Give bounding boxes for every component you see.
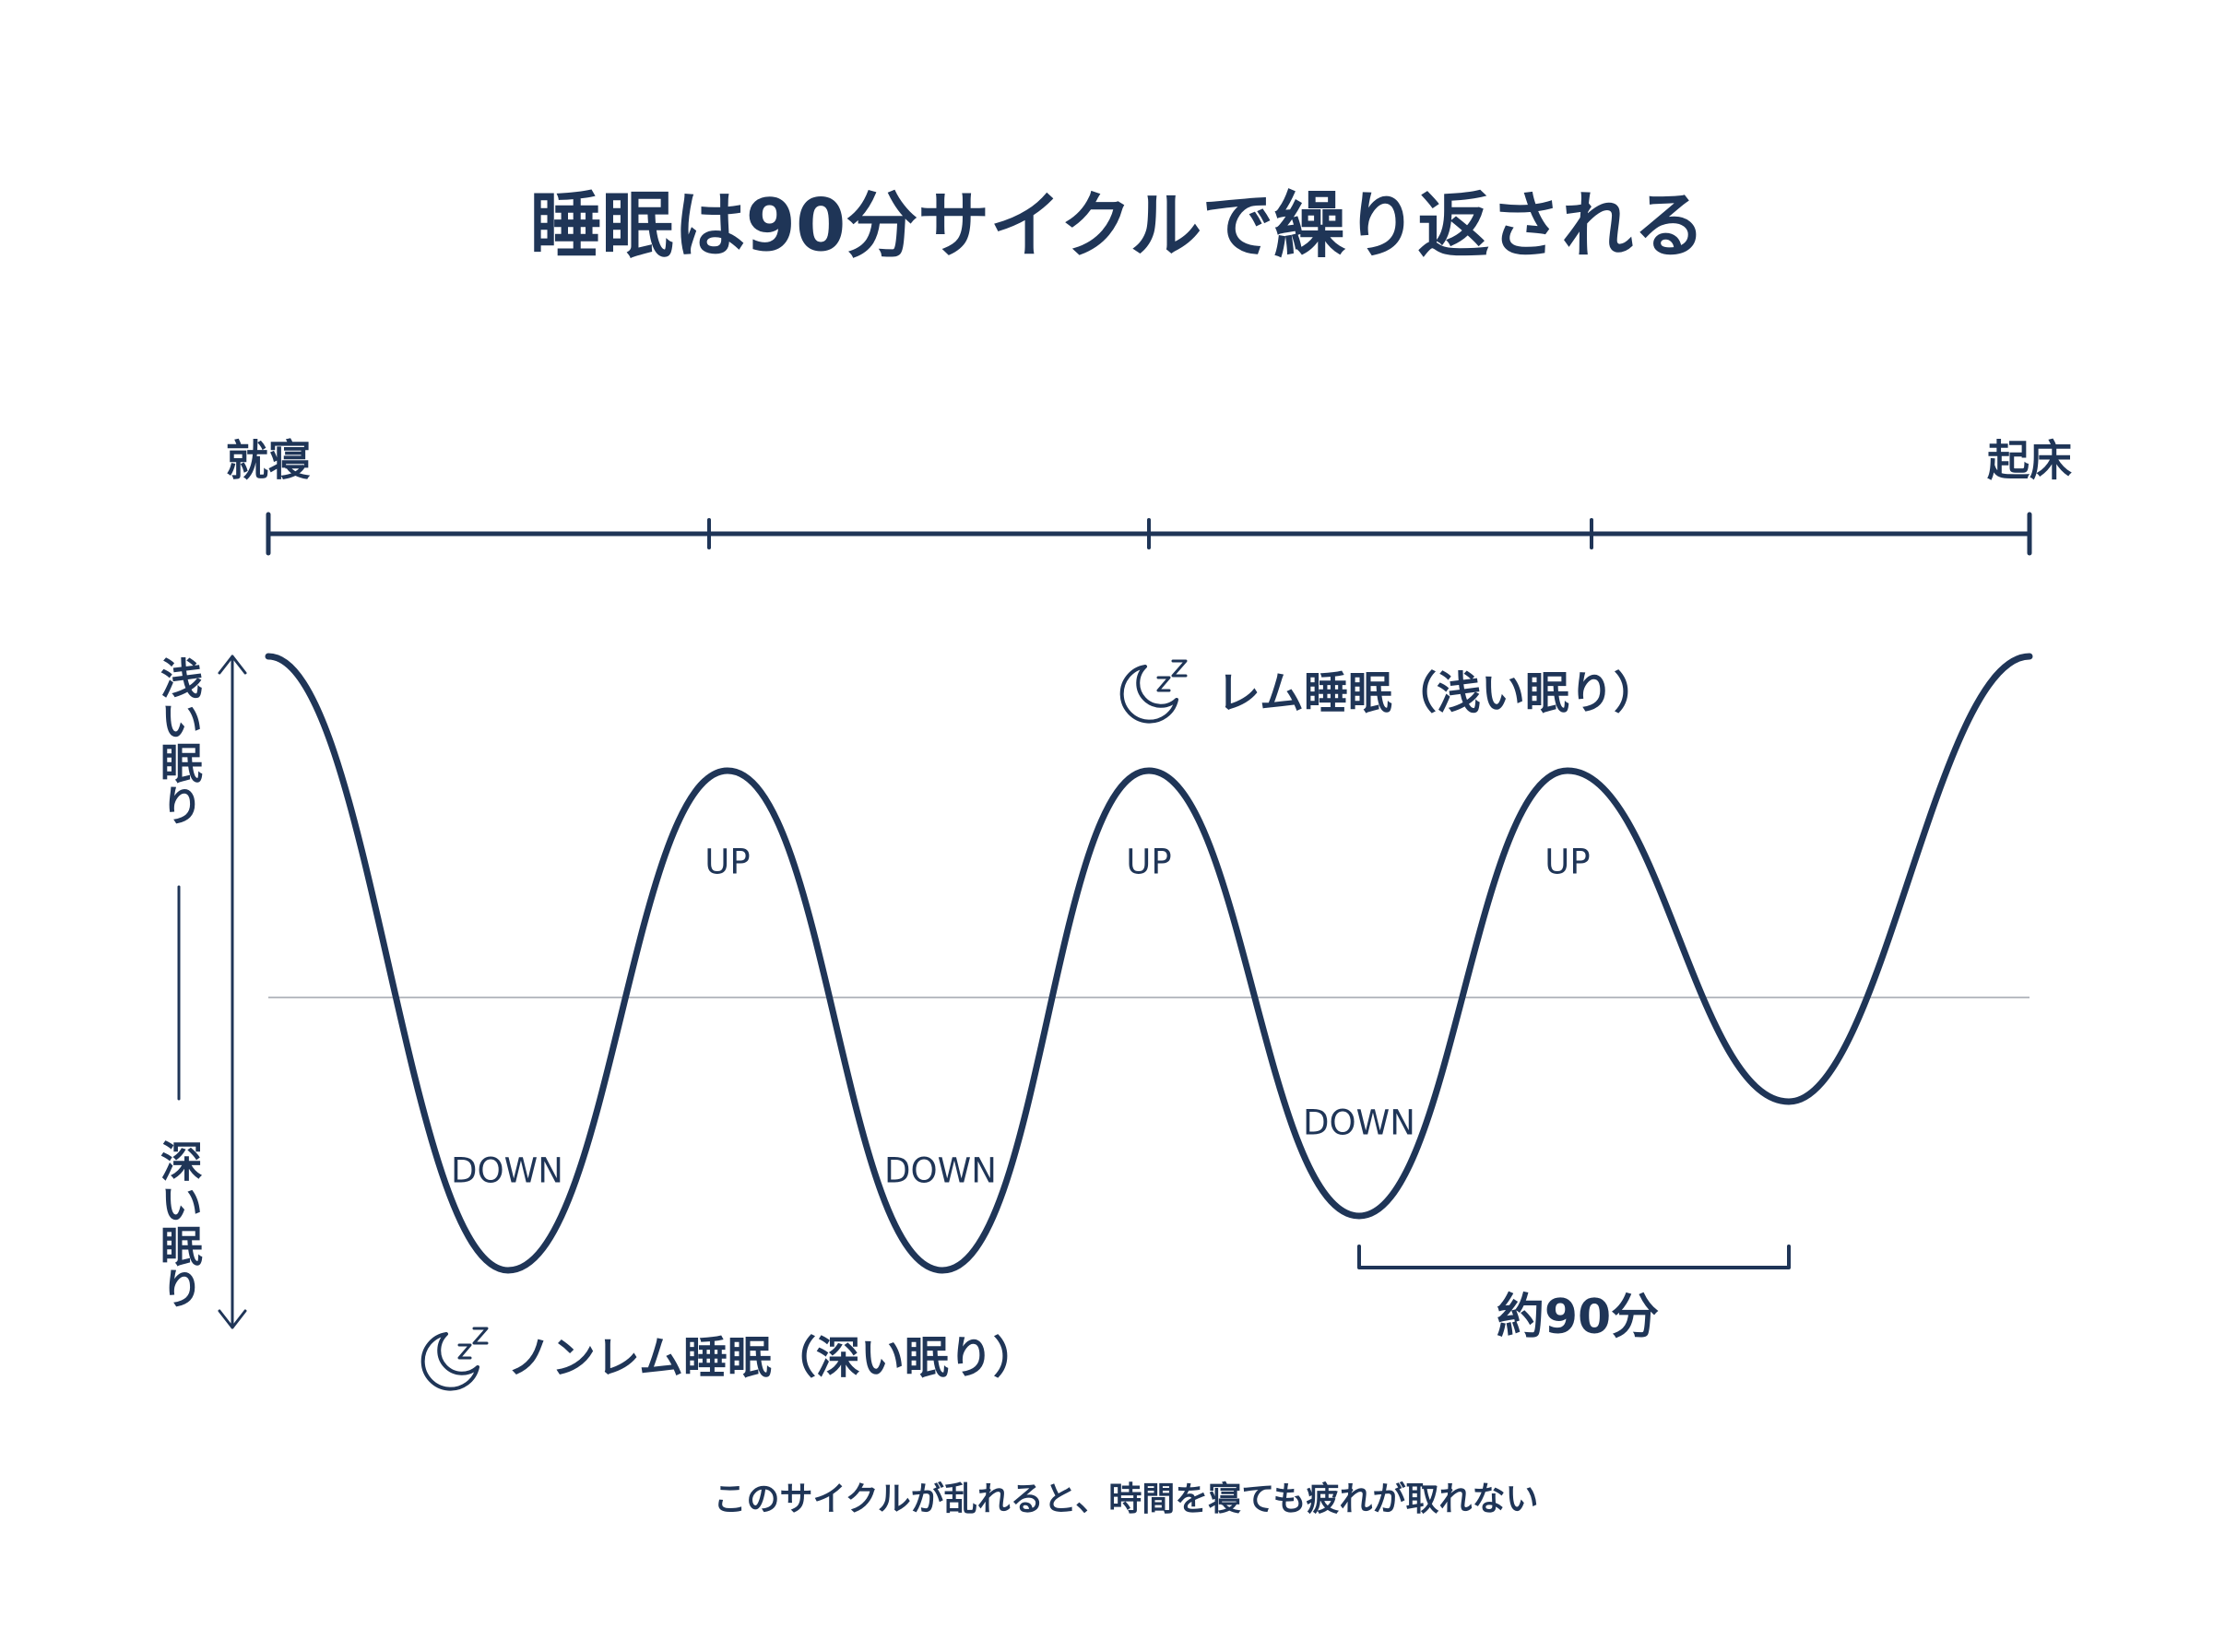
timeline-end: 起床 <box>1987 436 2072 486</box>
timeline <box>266 512 2032 556</box>
up-label: UP <box>1126 843 1171 882</box>
cycle-bracket <box>1357 1245 1791 1269</box>
down-label: DOWN <box>1303 1103 1415 1143</box>
up-label: UP <box>1544 843 1590 882</box>
moon-icon <box>1119 659 1188 724</box>
sleep-wave <box>265 653 2033 1274</box>
moon-icon <box>420 1327 489 1391</box>
deep-label: 深い眠り <box>154 1139 204 1309</box>
rem-label: レム睡眠（浅い眠り） <box>1216 667 1658 719</box>
footnote: このサイクルが乱れると、時間を寝ても疲れが取れない <box>714 1480 1539 1518</box>
up-label: UP <box>704 843 750 882</box>
depth-arrow <box>177 655 247 1329</box>
cycle-label: 約90分 <box>1497 1290 1659 1345</box>
non-rem-label: ノンレム睡眠（深い眠り） <box>507 1332 1037 1384</box>
timeline-start: 就寝 <box>226 436 311 486</box>
title: 睡眠は90分サイクルで繰り返される <box>530 184 1706 267</box>
shallow-label: 浅い眠り <box>154 656 204 826</box>
down-label: DOWN <box>451 1151 563 1191</box>
down-label: DOWN <box>884 1151 997 1191</box>
